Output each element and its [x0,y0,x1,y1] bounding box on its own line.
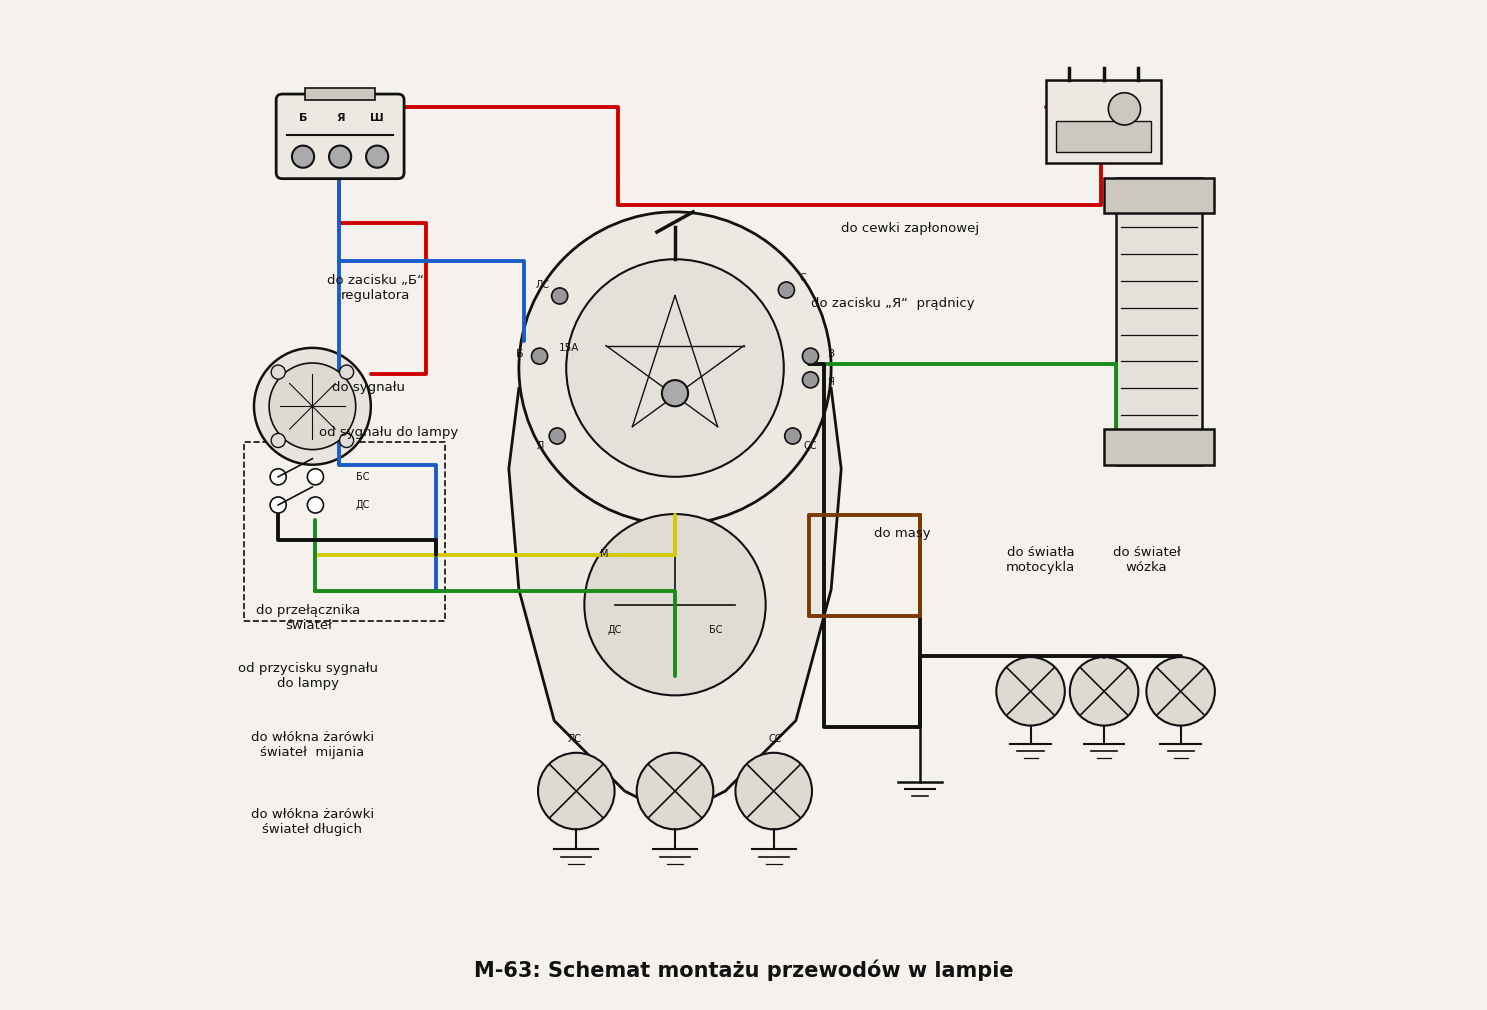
Circle shape [339,433,354,447]
Circle shape [1146,658,1215,725]
Circle shape [254,347,370,465]
Circle shape [778,282,794,298]
Text: С: С [800,274,806,284]
Circle shape [291,145,314,168]
Text: do świateł
wózka: do świateł wózka [1112,546,1181,575]
Text: M-63: Schemat montażu przewodów w lampie: M-63: Schemat montażu przewodów w lampie [474,960,1013,981]
Text: З: З [827,349,834,360]
Text: Я: Я [827,377,834,387]
Text: СС: СС [803,441,816,451]
Circle shape [662,380,688,406]
Text: Б: Б [516,349,523,360]
FancyBboxPatch shape [277,94,404,179]
Text: do cewki zapłonowej: do cewki zapłonowej [840,221,978,234]
Circle shape [636,752,714,829]
Circle shape [531,348,547,365]
Text: do sygnału: do sygnału [332,381,406,394]
Text: do zacisku „Я“  prądnicy: do zacisku „Я“ prądnicy [810,297,974,310]
Circle shape [519,212,831,524]
Bar [1056,121,1151,153]
Bar [1103,178,1213,213]
Circle shape [584,514,766,695]
Circle shape [538,752,614,829]
Text: СС: СС [769,733,782,743]
Text: od sygnału do lampy: od sygnału do lampy [320,426,458,439]
Circle shape [567,260,784,477]
Circle shape [1108,93,1141,125]
Bar [1117,178,1201,465]
Text: ЛС: ЛС [567,733,581,743]
Text: do włókna żarówki
świateł  mijania: do włókna żarówki świateł mijania [251,730,373,759]
Text: ДС: ДС [607,625,622,635]
Bar [305,88,375,100]
Circle shape [803,372,818,388]
Text: do włókna żarówki
świateł długich: do włókna żarówki świateł długich [251,808,373,836]
Text: do przełącznika
świateł: do przełącznika świateł [256,604,360,632]
Circle shape [271,497,286,513]
Circle shape [549,428,565,444]
Text: do światła
motocykla: do światła motocykla [1007,546,1075,575]
Circle shape [803,348,818,365]
Text: do zacisku „Б“
regulatora: do zacisku „Б“ regulatora [327,275,424,302]
Circle shape [271,365,286,379]
Text: do masy: do masy [874,526,931,539]
Circle shape [552,288,568,304]
Text: БС: БС [708,625,723,635]
Text: ДС: ДС [355,500,370,510]
Polygon shape [509,388,842,816]
Text: Ш: Ш [370,112,384,122]
Circle shape [271,433,286,447]
Circle shape [271,469,286,485]
Text: Б: Б [299,112,308,122]
Bar [244,441,446,621]
Circle shape [329,145,351,168]
Text: Я: Я [336,112,345,122]
Circle shape [339,365,354,379]
Text: od przycisku sygnału
do lampy: od przycisku sygnału do lampy [238,663,378,690]
Circle shape [308,497,324,513]
Circle shape [269,363,355,449]
Text: М: М [601,549,608,560]
Text: 15А: 15А [559,342,580,352]
Circle shape [996,658,1065,725]
Circle shape [1069,658,1139,725]
Circle shape [308,469,324,485]
Text: БС: БС [355,472,369,482]
Circle shape [785,428,801,444]
Text: Л: Л [537,441,543,451]
Circle shape [366,145,388,168]
Circle shape [736,752,812,829]
Bar [1045,80,1161,163]
Bar [1103,429,1213,465]
Text: ЛС: ЛС [535,281,550,290]
